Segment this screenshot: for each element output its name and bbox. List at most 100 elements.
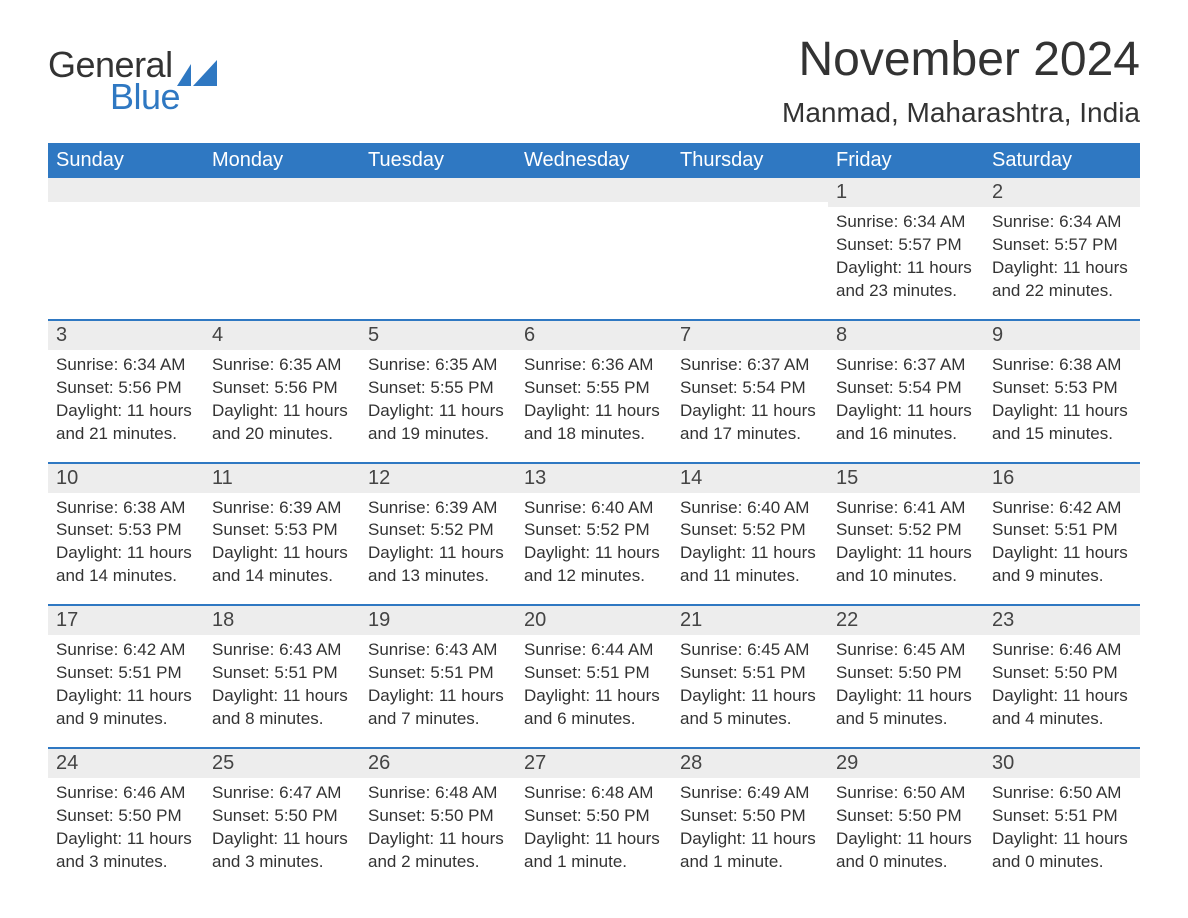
day-cell: 16 Sunrise: 6:42 AMSunset: 5:51 PMDayligh… bbox=[984, 464, 1140, 605]
week-row: 24Sunrise: 6:46 AMSunset: 5:50 PMDayligh… bbox=[48, 747, 1140, 890]
day-body: Sunrise: 6:35 AMSunset: 5:55 PMDaylight:… bbox=[360, 350, 516, 446]
day-cell-empty bbox=[360, 178, 516, 319]
sunrise-line: Sunrise: 6:48 AM bbox=[368, 782, 508, 805]
sunset-line: Sunset: 5:51 PM bbox=[524, 662, 664, 685]
day-body: Sunrise: 6:40 AMSunset: 5:52 PMDaylight:… bbox=[516, 493, 672, 589]
sunset-line: Sunset: 5:52 PM bbox=[680, 519, 820, 542]
day-body: Sunrise: 6:46 AMSunset: 5:50 PMDaylight:… bbox=[984, 635, 1140, 731]
day-number: 20 bbox=[524, 609, 546, 631]
sunset-line: Sunset: 5:52 PM bbox=[368, 519, 508, 542]
daylight-line: Daylight: 11 hours and 2 minutes. bbox=[368, 828, 508, 874]
sunrise-line: Sunrise: 6:43 AM bbox=[212, 639, 352, 662]
day-cell: 27Sunrise: 6:48 AMSunset: 5:50 PMDayligh… bbox=[516, 749, 672, 890]
day-number: 21 bbox=[680, 609, 702, 631]
weekday-header: Tuesday bbox=[360, 143, 516, 178]
day-number: 23 bbox=[992, 609, 1014, 631]
day-number: 5 bbox=[368, 324, 379, 346]
day-body: Sunrise: 6:42 AMSunset: 5:51 PMDaylight:… bbox=[984, 493, 1140, 589]
day-cell: 12 Sunrise: 6:39 AMSunset: 5:52 PMDayligh… bbox=[360, 464, 516, 605]
day-body: Sunrise: 6:38 AMSunset: 5:53 PMDaylight:… bbox=[984, 350, 1140, 446]
daylight-line: Daylight: 11 hours and 13 minutes. bbox=[368, 542, 508, 588]
day-body: Sunrise: 6:45 AMSunset: 5:50 PMDaylight:… bbox=[828, 635, 984, 731]
sunset-line: Sunset: 5:53 PM bbox=[56, 519, 196, 542]
day-body: Sunrise: 6:34 AMSunset: 5:57 PMDaylight:… bbox=[984, 207, 1140, 303]
sunrise-line: Sunrise: 6:43 AM bbox=[368, 639, 508, 662]
day-number: 14 bbox=[680, 467, 702, 489]
sunset-line: Sunset: 5:53 PM bbox=[212, 519, 352, 542]
week-row: 17Sunrise: 6:42 AMSunset: 5:51 PMDayligh… bbox=[48, 604, 1140, 747]
daylight-line: Daylight: 11 hours and 19 minutes. bbox=[368, 400, 508, 446]
sunrise-line: Sunrise: 6:45 AM bbox=[680, 639, 820, 662]
sunset-line: Sunset: 5:51 PM bbox=[680, 662, 820, 685]
day-cell: 17Sunrise: 6:42 AMSunset: 5:51 PMDayligh… bbox=[48, 606, 204, 747]
daylight-line: Daylight: 11 hours and 21 minutes. bbox=[56, 400, 196, 446]
day-body: Sunrise: 6:50 AMSunset: 5:50 PMDaylight:… bbox=[828, 778, 984, 874]
sunrise-line: Sunrise: 6:34 AM bbox=[836, 211, 976, 234]
day-body: Sunrise: 6:39 AMSunset: 5:52 PMDaylight:… bbox=[360, 493, 516, 589]
sunset-line: Sunset: 5:57 PM bbox=[836, 234, 976, 257]
day-number: 12 bbox=[368, 467, 390, 489]
sunrise-line: Sunrise: 6:35 AM bbox=[368, 354, 508, 377]
day-number: 4 bbox=[212, 324, 223, 346]
sunrise-line: Sunrise: 6:45 AM bbox=[836, 639, 976, 662]
day-body: Sunrise: 6:49 AMSunset: 5:50 PMDaylight:… bbox=[672, 778, 828, 874]
sunrise-line: Sunrise: 6:50 AM bbox=[992, 782, 1132, 805]
daylight-line: Daylight: 11 hours and 11 minutes. bbox=[680, 542, 820, 588]
sunrise-line: Sunrise: 6:34 AM bbox=[992, 211, 1132, 234]
logo: General Blue bbox=[48, 44, 217, 118]
sunset-line: Sunset: 5:50 PM bbox=[992, 662, 1132, 685]
day-cell: 19Sunrise: 6:43 AMSunset: 5:51 PMDayligh… bbox=[360, 606, 516, 747]
weekday-header: Sunday bbox=[48, 143, 204, 178]
day-cell: 18Sunrise: 6:43 AMSunset: 5:51 PMDayligh… bbox=[204, 606, 360, 747]
day-body: Sunrise: 6:35 AMSunset: 5:56 PMDaylight:… bbox=[204, 350, 360, 446]
day-number: 13 bbox=[524, 467, 546, 489]
sunrise-line: Sunrise: 6:35 AM bbox=[212, 354, 352, 377]
day-number: 25 bbox=[212, 752, 234, 774]
day-cell: 10Sunrise: 6:38 AMSunset: 5:53 PMDayligh… bbox=[48, 464, 204, 605]
sunset-line: Sunset: 5:54 PM bbox=[680, 377, 820, 400]
day-cell: 26Sunrise: 6:48 AMSunset: 5:50 PMDayligh… bbox=[360, 749, 516, 890]
sunrise-line: Sunrise: 6:46 AM bbox=[56, 782, 196, 805]
sunset-line: Sunset: 5:54 PM bbox=[836, 377, 976, 400]
sunrise-line: Sunrise: 6:40 AM bbox=[524, 497, 664, 520]
week-row: 10Sunrise: 6:38 AMSunset: 5:53 PMDayligh… bbox=[48, 462, 1140, 605]
sunrise-line: Sunrise: 6:44 AM bbox=[524, 639, 664, 662]
day-cell: 15Sunrise: 6:41 AMSunset: 5:52 PMDayligh… bbox=[828, 464, 984, 605]
day-cell: 1Sunrise: 6:34 AMSunset: 5:57 PMDaylight… bbox=[828, 178, 984, 319]
sunset-line: Sunset: 5:50 PM bbox=[56, 805, 196, 828]
daylight-line: Daylight: 11 hours and 8 minutes. bbox=[212, 685, 352, 731]
sunrise-line: Sunrise: 6:37 AM bbox=[836, 354, 976, 377]
sunrise-line: Sunrise: 6:38 AM bbox=[56, 497, 196, 520]
day-cell: 4 Sunrise: 6:35 AMSunset: 5:56 PMDaylight… bbox=[204, 321, 360, 462]
day-number: 15 bbox=[836, 467, 858, 489]
day-cell: 9Sunrise: 6:38 AMSunset: 5:53 PMDaylight… bbox=[984, 321, 1140, 462]
daylight-line: Daylight: 11 hours and 6 minutes. bbox=[524, 685, 664, 731]
day-cell: 20 Sunrise: 6:44 AMSunset: 5:51 PMDayligh… bbox=[516, 606, 672, 747]
month-title: November 2024 bbox=[782, 32, 1140, 87]
day-cell: 23 Sunrise: 6:46 AMSunset: 5:50 PMDayligh… bbox=[984, 606, 1140, 747]
day-cell: 8Sunrise: 6:37 AMSunset: 5:54 PMDaylight… bbox=[828, 321, 984, 462]
daylight-line: Daylight: 11 hours and 17 minutes. bbox=[680, 400, 820, 446]
day-number: 11 bbox=[212, 467, 233, 489]
daylight-line: Daylight: 11 hours and 16 minutes. bbox=[836, 400, 976, 446]
daylight-line: Daylight: 11 hours and 12 minutes. bbox=[524, 542, 664, 588]
day-number: 16 bbox=[992, 467, 1014, 489]
day-cell: 6Sunrise: 6:36 AMSunset: 5:55 PMDaylight… bbox=[516, 321, 672, 462]
day-cell: 2 Sunrise: 6:34 AMSunset: 5:57 PMDaylight… bbox=[984, 178, 1140, 319]
day-number: 24 bbox=[56, 752, 78, 774]
daylight-line: Daylight: 11 hours and 9 minutes. bbox=[56, 685, 196, 731]
day-body: Sunrise: 6:39 AMSunset: 5:53 PMDaylight:… bbox=[204, 493, 360, 589]
day-body: Sunrise: 6:38 AMSunset: 5:53 PMDaylight:… bbox=[48, 493, 204, 589]
daylight-line: Daylight: 11 hours and 7 minutes. bbox=[368, 685, 508, 731]
day-number: 2 bbox=[992, 181, 1003, 203]
location: Manmad, Maharashtra, India bbox=[782, 97, 1140, 129]
day-cell: 24Sunrise: 6:46 AMSunset: 5:50 PMDayligh… bbox=[48, 749, 204, 890]
sunrise-line: Sunrise: 6:49 AM bbox=[680, 782, 820, 805]
day-cell: 11 Sunrise: 6:39 AMSunset: 5:53 PMDayligh… bbox=[204, 464, 360, 605]
weekday-header: Monday bbox=[204, 143, 360, 178]
sunset-line: Sunset: 5:50 PM bbox=[368, 805, 508, 828]
sunset-line: Sunset: 5:50 PM bbox=[212, 805, 352, 828]
sunrise-line: Sunrise: 6:34 AM bbox=[56, 354, 196, 377]
sunset-line: Sunset: 5:56 PM bbox=[212, 377, 352, 400]
day-body: Sunrise: 6:37 AMSunset: 5:54 PMDaylight:… bbox=[672, 350, 828, 446]
